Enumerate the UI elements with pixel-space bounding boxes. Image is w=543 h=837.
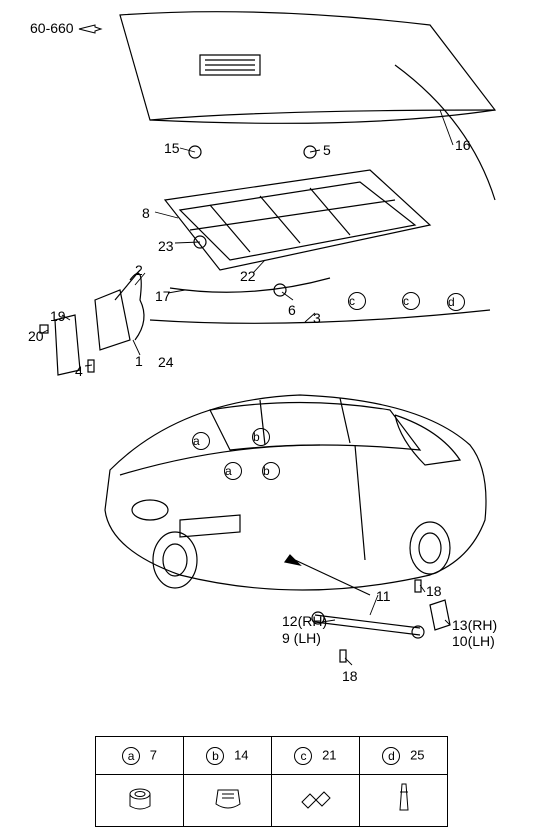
callout-12: 12(RH) bbox=[282, 613, 327, 629]
bumper-icon bbox=[210, 782, 246, 816]
ref-b-2: b bbox=[262, 462, 280, 480]
callout-18a: 18 bbox=[426, 583, 442, 599]
retainer-icon bbox=[392, 780, 416, 818]
ref-d-1: d bbox=[447, 293, 465, 311]
ref-a-1: a bbox=[192, 432, 210, 450]
table-header-b: b 14 bbox=[184, 737, 272, 775]
callout-16: 16 bbox=[455, 137, 471, 153]
table-num-a: 7 bbox=[150, 747, 157, 762]
ref-c-2: c bbox=[402, 292, 420, 310]
table-letter-c: c bbox=[294, 747, 312, 765]
table-header-row: a 7 b 14 c 21 d 25 bbox=[96, 737, 448, 775]
table-icon-b bbox=[184, 775, 272, 827]
table-icon-d bbox=[360, 775, 448, 827]
reference-table: a 7 b 14 c 21 d 25 bbox=[95, 736, 448, 827]
callout-6: 6 bbox=[288, 302, 296, 318]
callout-20: 20 bbox=[28, 328, 44, 344]
callout-18b: 18 bbox=[342, 668, 358, 684]
callout-23: 23 bbox=[158, 238, 174, 254]
callout-8: 8 bbox=[142, 205, 150, 221]
table-icon-a bbox=[96, 775, 184, 827]
header-reference-text: 60-660 bbox=[30, 20, 74, 36]
table-header-c: c 21 bbox=[272, 737, 360, 775]
callout-1: 1 bbox=[135, 353, 143, 369]
callout-5: 5 bbox=[323, 142, 331, 158]
table-num-c: 21 bbox=[322, 747, 336, 762]
callout-15: 15 bbox=[164, 140, 180, 156]
table-letter-d: d bbox=[382, 747, 400, 765]
table-icon-row bbox=[96, 775, 448, 827]
table-letter-b: b bbox=[206, 747, 224, 765]
table-header-a: a 7 bbox=[96, 737, 184, 775]
table-num-d: 25 bbox=[410, 747, 424, 762]
table-letter-a: a bbox=[122, 747, 140, 765]
ref-b-1: b bbox=[252, 428, 270, 446]
callout-2: 2 bbox=[135, 262, 143, 278]
table-header-d: d 25 bbox=[360, 737, 448, 775]
callout-3: 3 bbox=[313, 310, 321, 326]
ref-a-2: a bbox=[224, 462, 242, 480]
callout-24: 24 bbox=[158, 354, 174, 370]
ref-c-1: c bbox=[348, 292, 366, 310]
callout-13: 13(RH) bbox=[452, 617, 497, 633]
callout-9: 9 (LH) bbox=[282, 630, 321, 646]
callout-22: 22 bbox=[240, 268, 256, 284]
table-num-b: 14 bbox=[234, 747, 248, 762]
callout-19: 19 bbox=[50, 308, 66, 324]
header-reference: 60-660 bbox=[30, 20, 103, 36]
clip-icon bbox=[296, 784, 336, 814]
table-icon-c bbox=[272, 775, 360, 827]
callout-17: 17 bbox=[155, 288, 171, 304]
callout-10: 10(LH) bbox=[452, 633, 495, 649]
pointer-icon bbox=[77, 23, 103, 35]
grommet-icon bbox=[125, 782, 155, 816]
callout-4: 4 bbox=[75, 363, 83, 379]
parts-diagram: 60-660 15 5 16 8 23 22 17 2 6 3 19 20 4 … bbox=[0, 0, 543, 750]
callout-11: 11 bbox=[376, 588, 391, 604]
